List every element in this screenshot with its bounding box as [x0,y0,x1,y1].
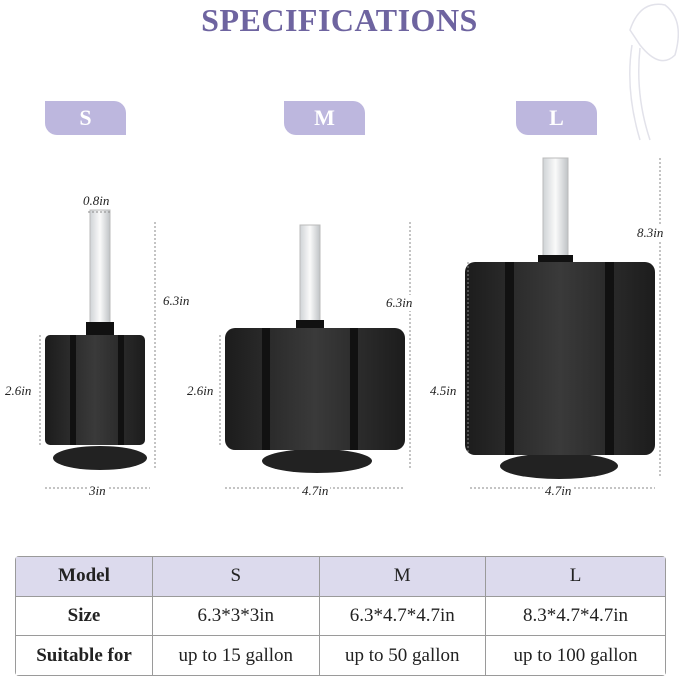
spec-table: Model S M L Size 6.3*3*3in 6.3*4.7*4.7in… [15,556,666,676]
table-cell: up to 100 gallon [485,635,666,676]
dim-m-sponge-height: 2.6in [187,383,214,398]
row-label: Size [15,595,153,637]
dim-l-sponge-height: 4.5in [430,383,457,399]
dim-s-width: 3in [87,483,108,499]
filter-s-image [45,209,147,470]
size-tag-m: M [284,101,365,135]
dim-l-height: 8.3in [637,225,664,241]
dim-m-width: 4.7in [300,483,331,499]
header-cell: Model [15,556,153,597]
table-row: Size 6.3*3*3in 6.3*4.7*4.7in 8.3*4.7*4.7… [15,595,666,637]
table-cell: 8.3*4.7*4.7in [485,595,666,637]
table-row: Suitable for up to 15 gallon up to 50 ga… [15,635,666,676]
dim-s-tube: 0.8in [83,193,110,208]
jellyfish-decoration [629,3,679,141]
table-cell: up to 15 gallon [152,635,320,676]
dim-s-sponge-height: 2.6in [5,383,32,398]
table-cell: up to 50 gallon [318,635,486,676]
table-header-row: Model S M L [15,556,666,597]
table-cell: 6.3*4.7*4.7in [318,595,486,637]
dim-l-width: 4.7in [543,483,574,499]
filter-m-image [225,224,405,473]
dim-m-height: 6.3in [386,295,413,311]
table-cell: 6.3*3*3in [152,595,320,637]
row-label: Suitable for [15,635,153,676]
dim-s-height: 6.3in [163,293,190,308]
size-tag-l: L [516,101,597,135]
page-title: SPECIFICATIONS [201,2,478,38]
header-cell: S [152,556,320,597]
header-cell: M [318,556,486,597]
filter-l-image [465,157,655,479]
header-cell: L [485,556,666,597]
size-tag-s: S [45,101,126,135]
